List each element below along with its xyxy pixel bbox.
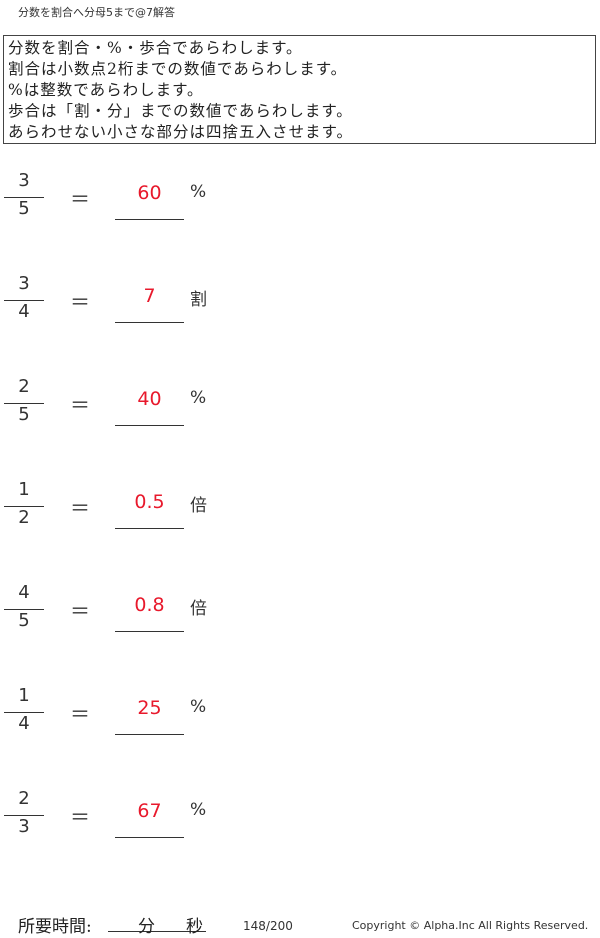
equals-sign: ＝ — [70, 496, 90, 520]
unit: % — [190, 388, 207, 408]
denominator: 4 — [18, 713, 30, 734]
denominator: 3 — [18, 816, 30, 837]
seconds-label: 秒 — [186, 917, 203, 937]
numerator: 1 — [18, 479, 30, 500]
denominator: 2 — [18, 507, 30, 528]
minutes-label: 分 — [138, 917, 155, 937]
instructions-box: 分数を割合・%・歩合であらわします。 割合は小数点2桁までの数値であらわします。… — [3, 35, 596, 144]
problem: 4 5 ＝ 0.8 倍 — [0, 582, 600, 678]
numerator: 4 — [18, 582, 30, 603]
denominator: 5 — [18, 198, 30, 219]
worksheet-title: 分数を割合へ分母5まで@7解答 — [18, 6, 175, 19]
problem: 1 2 ＝ 0.5 倍 — [0, 479, 600, 575]
fraction-bar — [4, 815, 44, 816]
problem: 3 4 ＝ 7 割 — [0, 273, 600, 369]
unit: 倍 — [190, 496, 207, 516]
answer: 0.8 — [134, 594, 165, 616]
page-number: 148/200 — [243, 919, 293, 933]
equals-sign: ＝ — [70, 290, 90, 314]
numerator: 2 — [18, 376, 30, 397]
answer-underline — [115, 734, 184, 735]
denominator: 5 — [18, 404, 30, 425]
equals-sign: ＝ — [70, 599, 90, 623]
fraction-bar — [4, 609, 44, 610]
fraction-bar — [4, 300, 44, 301]
instruction-line: 割合は小数点2桁までの数値であらわします。 — [8, 60, 348, 78]
numerator: 1 — [18, 685, 30, 706]
numerator: 2 — [18, 788, 30, 809]
problem: 3 5 ＝ 60 % — [0, 170, 600, 266]
instruction-line: %は整数であらわします。 — [8, 81, 204, 99]
unit: % — [190, 182, 207, 202]
answer-underline — [115, 631, 184, 632]
fraction-bar — [4, 197, 44, 198]
answer: 7 — [143, 285, 156, 307]
time-label: 所要時間: — [18, 917, 92, 937]
equals-sign: ＝ — [70, 805, 90, 829]
fraction-bar — [4, 712, 44, 713]
fraction-bar — [4, 403, 44, 404]
equals-sign: ＝ — [70, 702, 90, 726]
instruction-line: 分数を割合・%・歩合であらわします。 — [8, 39, 303, 57]
numerator: 3 — [18, 170, 30, 191]
answer: 40 — [137, 388, 162, 410]
unit: 割 — [190, 290, 207, 310]
numerator: 3 — [18, 273, 30, 294]
answer-underline — [115, 837, 184, 838]
denominator: 4 — [18, 301, 30, 322]
problem: 1 4 ＝ 25 % — [0, 685, 600, 781]
equals-sign: ＝ — [70, 187, 90, 211]
unit: 倍 — [190, 599, 207, 619]
answer-underline — [115, 219, 184, 220]
problem: 2 5 ＝ 40 % — [0, 376, 600, 472]
unit: % — [190, 697, 207, 717]
answer: 67 — [137, 800, 162, 822]
instruction-line: 歩合は「割・分」までの数値であらわします。 — [8, 102, 353, 120]
answer: 0.5 — [134, 491, 165, 513]
copyright: Copyright © Alpha.Inc All Rights Reserve… — [352, 919, 589, 932]
answer: 25 — [137, 697, 162, 719]
equals-sign: ＝ — [70, 393, 90, 417]
answer-underline — [115, 322, 184, 323]
fraction-bar — [4, 506, 44, 507]
answer: 60 — [137, 182, 162, 204]
unit: % — [190, 800, 207, 820]
answer-underline — [115, 528, 184, 529]
answer-underline — [115, 425, 184, 426]
denominator: 5 — [18, 610, 30, 631]
problem: 2 3 ＝ 67 % — [0, 788, 600, 884]
time-underline — [108, 931, 206, 932]
instruction-line: あらわせない小さな部分は四捨五入させます。 — [8, 123, 353, 141]
